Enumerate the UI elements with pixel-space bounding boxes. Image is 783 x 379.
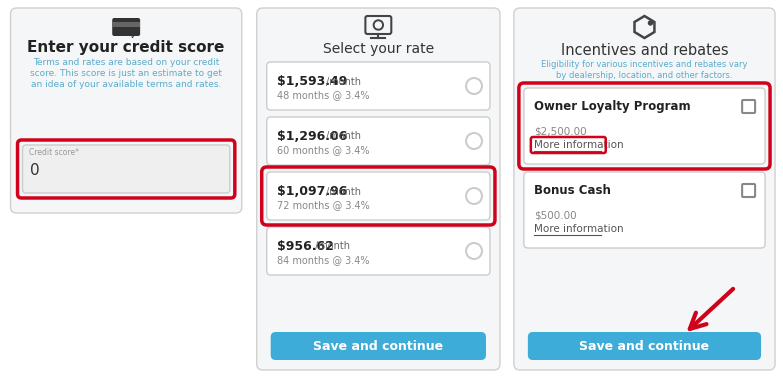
Text: an idea of your available terms and rates.: an idea of your available terms and rate…: [31, 80, 222, 89]
Text: /month: /month: [316, 241, 351, 252]
FancyBboxPatch shape: [257, 8, 500, 370]
Text: /month: /month: [327, 77, 362, 86]
Text: Owner Loyalty Program: Owner Loyalty Program: [534, 100, 691, 113]
Text: Credit score*: Credit score*: [28, 148, 78, 157]
Bar: [112, 22, 140, 27]
FancyBboxPatch shape: [742, 100, 755, 113]
FancyBboxPatch shape: [10, 8, 242, 213]
Text: $1,593.49: $1,593.49: [276, 75, 347, 88]
Text: Save and continue: Save and continue: [313, 340, 443, 352]
Text: Save and continue: Save and continue: [579, 340, 709, 352]
Text: by dealership, location, and other factors.: by dealership, location, and other facto…: [556, 71, 733, 80]
Text: Terms and rates are based on your credit: Terms and rates are based on your credit: [33, 58, 219, 67]
Text: More information: More information: [534, 140, 623, 150]
FancyBboxPatch shape: [742, 184, 755, 197]
FancyBboxPatch shape: [267, 117, 490, 165]
FancyBboxPatch shape: [514, 8, 775, 370]
Text: Incentives and rebates: Incentives and rebates: [561, 43, 728, 58]
FancyBboxPatch shape: [524, 172, 765, 248]
Text: /month: /month: [327, 132, 362, 141]
Text: Select your rate: Select your rate: [323, 42, 434, 56]
FancyBboxPatch shape: [366, 16, 392, 34]
FancyBboxPatch shape: [271, 332, 486, 360]
Text: $2,500.00: $2,500.00: [534, 126, 586, 136]
Text: 48 months @ 3.4%: 48 months @ 3.4%: [276, 90, 369, 100]
Text: ✓: ✓: [129, 31, 137, 41]
Text: Enter your credit score: Enter your credit score: [27, 40, 225, 55]
Text: More information: More information: [534, 224, 623, 234]
FancyBboxPatch shape: [267, 172, 490, 220]
Text: 72 months @ 3.4%: 72 months @ 3.4%: [276, 200, 370, 210]
Text: 84 months @ 3.4%: 84 months @ 3.4%: [276, 255, 369, 265]
Circle shape: [648, 21, 652, 25]
Text: score. This score is just an estimate to get: score. This score is just an estimate to…: [31, 69, 222, 78]
Text: $1,097.96: $1,097.96: [276, 185, 347, 198]
FancyBboxPatch shape: [23, 145, 230, 193]
Circle shape: [373, 20, 384, 30]
FancyBboxPatch shape: [267, 62, 490, 110]
Circle shape: [375, 22, 381, 28]
Text: Bonus Cash: Bonus Cash: [534, 184, 611, 197]
Text: /month: /month: [327, 186, 362, 196]
FancyBboxPatch shape: [528, 332, 761, 360]
Text: $1,296.06: $1,296.06: [276, 130, 347, 143]
Text: $500.00: $500.00: [534, 210, 576, 220]
FancyBboxPatch shape: [112, 18, 140, 36]
FancyBboxPatch shape: [524, 88, 765, 164]
FancyBboxPatch shape: [267, 227, 490, 275]
Text: 60 months @ 3.4%: 60 months @ 3.4%: [276, 145, 369, 155]
Text: 0: 0: [31, 163, 40, 178]
Text: Eligibility for various incentives and rebates vary: Eligibility for various incentives and r…: [541, 60, 748, 69]
Text: $956.62: $956.62: [276, 240, 334, 253]
